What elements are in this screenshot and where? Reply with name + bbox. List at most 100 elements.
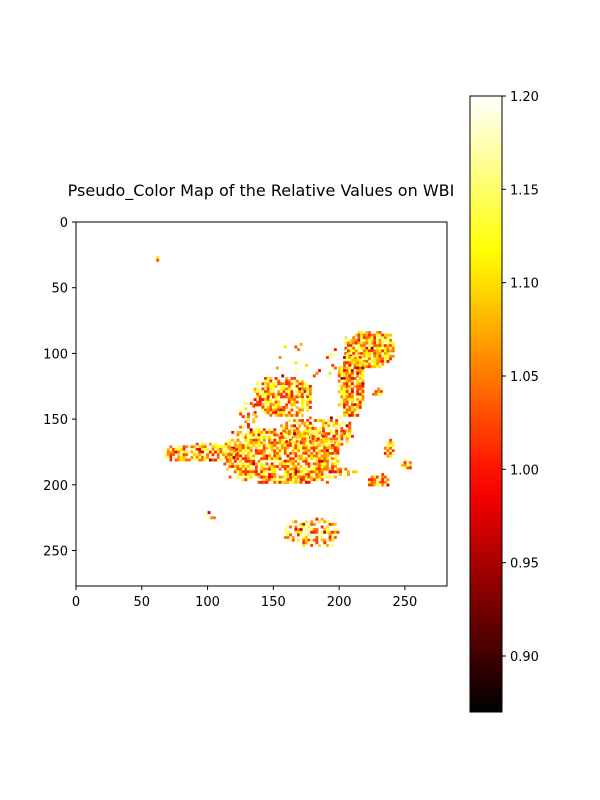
heatmap-cell xyxy=(349,338,353,342)
heatmap-cell xyxy=(374,392,378,396)
heatmap-cell xyxy=(312,470,316,474)
heatmap-cell xyxy=(356,403,360,407)
heatmap-cell xyxy=(287,379,291,383)
heatmap-cell xyxy=(386,336,390,340)
heatmap-cell xyxy=(383,359,387,363)
heatmap-cell xyxy=(327,437,331,441)
heatmap-cell xyxy=(257,472,261,476)
heatmap-cell xyxy=(331,363,335,367)
heatmap-cell xyxy=(285,390,289,394)
heatmap-cell xyxy=(281,446,285,450)
heatmap-cell xyxy=(247,465,250,469)
heatmap-cell xyxy=(264,392,268,396)
heatmap-cell xyxy=(241,425,245,429)
heatmap-cell xyxy=(386,478,390,482)
heatmap-cell xyxy=(383,475,387,479)
heatmap-cell xyxy=(348,356,352,359)
heatmap-cell xyxy=(391,451,395,455)
heatmap-cell xyxy=(208,455,212,459)
heatmap-cell xyxy=(378,475,382,479)
heatmap-cell xyxy=(294,528,298,532)
heatmap-cell xyxy=(303,390,307,394)
heatmap-cell xyxy=(312,530,316,534)
heatmap-cell xyxy=(331,530,335,534)
heatmap-cell xyxy=(308,400,312,404)
heatmap-cell xyxy=(327,427,331,430)
heatmap-cell xyxy=(381,478,385,482)
heatmap-cell xyxy=(368,346,371,350)
heatmap-cell xyxy=(311,442,315,446)
heatmap-cell xyxy=(236,467,240,471)
heatmap-cell xyxy=(285,392,289,396)
heatmap-cell xyxy=(228,465,232,469)
heatmap-cell xyxy=(249,446,253,450)
heatmap-cell xyxy=(236,470,240,474)
heatmap-cell xyxy=(256,395,260,399)
heatmap-cell xyxy=(331,465,335,469)
heatmap-cell xyxy=(275,457,279,461)
heatmap-cell xyxy=(312,522,316,526)
heatmap-cell xyxy=(358,363,362,367)
heatmap-cell xyxy=(304,538,308,542)
heatmap-cell xyxy=(225,467,229,471)
heatmap-cell xyxy=(336,446,340,450)
heatmap-cell xyxy=(274,411,278,415)
heatmap-cell xyxy=(320,467,324,471)
heatmap-cell xyxy=(350,395,354,399)
heatmap-cell xyxy=(320,536,324,539)
heatmap-cell xyxy=(362,346,366,350)
heatmap-cell xyxy=(297,457,300,461)
heatmap-cell xyxy=(358,377,362,380)
heatmap-cell xyxy=(269,398,273,402)
heatmap-cell xyxy=(252,470,256,474)
y-tick-label: 100 xyxy=(43,347,68,362)
heatmap-cell xyxy=(298,395,302,399)
heatmap-cell xyxy=(353,413,357,417)
heatmap-cell xyxy=(266,398,270,402)
heatmap-cell xyxy=(358,366,362,370)
x-tick-label: 100 xyxy=(195,595,220,610)
heatmap-cell xyxy=(327,424,331,428)
heatmap-cell xyxy=(211,445,215,449)
heatmap-cell xyxy=(315,536,319,539)
heatmap-cell xyxy=(283,480,287,484)
heatmap-cell xyxy=(254,446,258,450)
heatmap-cell xyxy=(239,412,243,416)
heatmap-cell xyxy=(389,346,393,350)
heatmap-cell xyxy=(344,467,348,471)
heatmap-cell xyxy=(244,459,248,463)
heatmap-cell xyxy=(348,432,352,436)
heatmap-cell xyxy=(275,441,279,445)
heatmap-cell xyxy=(318,459,321,463)
heatmap-cell xyxy=(339,470,343,474)
heatmap-cell xyxy=(278,462,282,466)
heatmap-cell xyxy=(277,392,281,396)
heatmap-cell xyxy=(275,366,279,370)
heatmap-cell xyxy=(214,458,218,462)
heatmap-cell xyxy=(333,446,337,450)
heatmap-cell xyxy=(249,470,253,474)
heatmap-cell xyxy=(312,374,316,378)
heatmap-cell xyxy=(224,448,228,451)
heatmap-cell xyxy=(361,371,365,375)
heatmap-cell xyxy=(345,400,349,404)
heatmap-cell xyxy=(260,454,264,458)
heatmap-cell xyxy=(318,472,321,476)
heatmap-cell xyxy=(350,382,354,386)
heatmap-cell xyxy=(285,395,289,399)
heatmap-cell xyxy=(282,427,286,430)
heatmap-cell xyxy=(293,413,296,417)
heatmap-cell xyxy=(325,446,329,450)
heatmap-cell xyxy=(295,429,299,433)
heatmap-cell xyxy=(282,387,286,391)
heatmap-cell xyxy=(244,446,248,450)
heatmap-cell xyxy=(343,392,346,396)
heatmap-cell xyxy=(365,359,369,363)
heatmap-cell xyxy=(331,543,335,547)
heatmap-cell xyxy=(331,538,335,542)
heatmap-cell xyxy=(273,436,277,440)
heatmap-cell xyxy=(281,449,285,453)
heatmap-cell xyxy=(403,458,407,462)
heatmap-cell xyxy=(303,392,307,396)
heatmap-cell xyxy=(193,445,197,449)
